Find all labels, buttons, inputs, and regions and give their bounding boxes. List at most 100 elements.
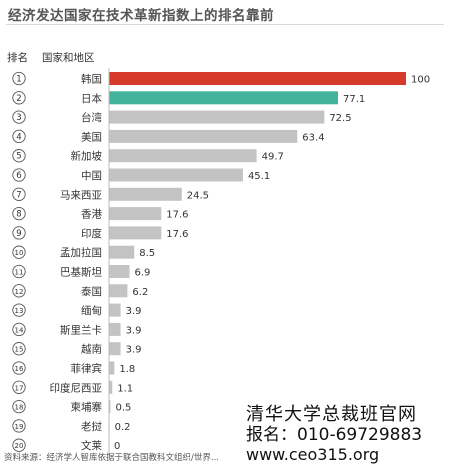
- rank-label: 15: [15, 346, 24, 354]
- rank-circle: [12, 284, 26, 298]
- bar: [109, 129, 298, 143]
- watermark: 清华大学总裁班官网 报名：010-69729883 www.ceo315.org: [246, 405, 422, 465]
- bar: [109, 265, 130, 278]
- rank-label: 13: [15, 307, 24, 315]
- rank-circle: [12, 206, 26, 221]
- rank-label: 3: [16, 113, 21, 123]
- rank-circle: [12, 245, 26, 259]
- category-label: 菲律宾: [71, 362, 103, 375]
- watermark-line-2: 报名：010-69729883: [246, 425, 423, 445]
- value-label: 24.5: [187, 190, 209, 201]
- category-label: 斯里兰卡: [60, 323, 102, 336]
- category-label: 柬埔寨: [71, 401, 103, 414]
- rank-circle: [12, 303, 26, 317]
- value-label: 17.6: [166, 210, 188, 221]
- rank-column-header: 排名: [7, 52, 28, 64]
- rank-label: 11: [15, 269, 24, 277]
- rank-label: 18: [15, 404, 24, 412]
- rank-circle: [12, 342, 26, 356]
- rank-circle: [12, 71, 26, 86]
- rank-label: 2: [16, 94, 21, 104]
- value-label: 0.2: [115, 422, 131, 433]
- category-label: 巴基斯坦: [60, 266, 102, 279]
- bar: [109, 361, 115, 375]
- value-label: 3.9: [126, 306, 142, 317]
- rank-label: 14: [15, 326, 24, 334]
- value-label: 63.4: [302, 132, 324, 143]
- bar: [109, 149, 257, 163]
- header-divider: [6, 24, 444, 25]
- rank-label: 8: [16, 210, 21, 220]
- category-label: 新加坡: [71, 150, 103, 163]
- value-label: 77.1: [343, 94, 365, 105]
- bar: [109, 284, 128, 298]
- bar: [109, 245, 135, 259]
- rank-label: 10: [15, 249, 24, 257]
- value-label: 3.9: [126, 345, 142, 356]
- category-label: 缅甸: [81, 304, 102, 317]
- rank-circle: [12, 399, 26, 414]
- rank-circle: [12, 322, 26, 337]
- rank-label: 17: [15, 384, 24, 392]
- rank-label: 7: [16, 190, 21, 200]
- watermark-line-1: 清华大学总裁班官网: [246, 404, 417, 425]
- rank-label: 19: [15, 423, 24, 431]
- bar: [109, 91, 338, 105]
- category-label: 越南: [81, 343, 102, 356]
- bar: [109, 342, 121, 356]
- category-label: 文莱: [81, 439, 102, 452]
- category-label: 韩国: [81, 73, 102, 86]
- bar: [109, 187, 182, 201]
- category-label: 孟加拉国: [60, 246, 102, 259]
- value-label: 0.5: [115, 403, 131, 414]
- rank-circle: [12, 419, 26, 433]
- rank-circle: [12, 361, 26, 375]
- rank-circle: [12, 110, 26, 124]
- country-column-header: 国家和地区: [42, 52, 95, 64]
- value-label: 0: [114, 441, 120, 452]
- value-label: 72.5: [329, 113, 351, 124]
- category-label: 马来西亚: [60, 189, 102, 201]
- value-label: 45.1: [248, 171, 270, 182]
- rank-label: 6: [16, 171, 21, 181]
- category-label: 印度: [81, 227, 102, 240]
- rank-label: 1: [16, 75, 21, 85]
- rank-circle: [12, 438, 26, 452]
- bar: [109, 110, 325, 124]
- watermark-line-3: www.ceo315.org: [246, 445, 380, 464]
- category-label: 印度尼西亚: [50, 381, 103, 394]
- rank-circle: [12, 149, 26, 163]
- bar: [109, 72, 406, 85]
- rank-circle: [12, 226, 26, 240]
- category-label: 美国: [81, 130, 102, 143]
- value-label: 1.1: [117, 383, 133, 394]
- bar: [109, 322, 121, 336]
- category-label: 台湾: [81, 111, 102, 124]
- value-label: 6.2: [132, 287, 148, 298]
- bar: [109, 207, 162, 221]
- category-label: 香港: [81, 209, 102, 221]
- rank-circle: [12, 129, 26, 144]
- rank-label: 5: [16, 152, 21, 162]
- value-label: 1.8: [119, 364, 135, 375]
- bar: [109, 303, 121, 317]
- bar: [109, 226, 162, 240]
- rank-circle: [12, 264, 26, 279]
- rank-label: 4: [16, 132, 21, 142]
- bar: [109, 168, 243, 182]
- rank-circle: [12, 91, 26, 105]
- rank-circle: [12, 380, 26, 394]
- rank-circle: [12, 187, 26, 201]
- rank-label: 12: [15, 288, 24, 296]
- rank-label: 20: [15, 442, 24, 450]
- value-label: 8.5: [139, 248, 155, 259]
- chart-title: 经济发达国家在技术革新指数上的排名靠前: [8, 8, 274, 24]
- value-label: 100: [411, 75, 430, 86]
- category-label: 中国: [81, 169, 102, 182]
- category-label: 老挝: [81, 420, 102, 433]
- source-note: 资料来源：经济学人智库依据于联合国教科文组织/世界...: [4, 453, 219, 463]
- value-label: 49.7: [262, 152, 284, 163]
- rank-circle: [12, 168, 26, 182]
- value-label: 3.9: [126, 325, 142, 336]
